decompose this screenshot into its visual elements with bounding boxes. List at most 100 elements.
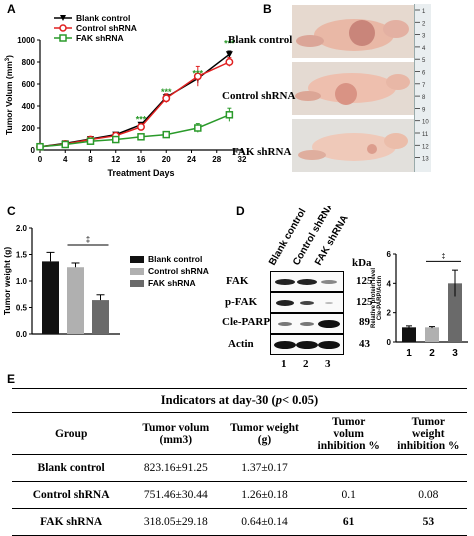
ruler-mark: 12 xyxy=(422,144,429,150)
y-tick-label: 600 xyxy=(22,80,36,89)
mouse-photo-control-shrna xyxy=(292,62,416,115)
band-label-actin: Actin xyxy=(228,338,254,350)
y-tick-label: 1000 xyxy=(17,36,35,45)
ruler-mark: 9 xyxy=(422,107,426,113)
data-point xyxy=(225,58,234,66)
ruler-mark: 5 xyxy=(422,58,426,64)
y-axis-label: Tumor Volum (mm3) xyxy=(4,55,14,135)
blot-p-fak xyxy=(270,292,344,313)
legend-label-2: Control shRNA xyxy=(76,23,137,33)
legend-label-3: FAK shRNA xyxy=(148,278,196,288)
y-tick-label: 2 xyxy=(387,309,392,318)
x-tick-label: 4 xyxy=(63,155,68,164)
mouse-photo-fak-shrna xyxy=(292,119,416,172)
table-row: Blank control 823.16±91.25 1.37±0.17 xyxy=(12,455,467,482)
x-tick-label: 12 xyxy=(111,155,120,164)
significance-marker: ‡ xyxy=(442,253,446,260)
x-tick-label: 32 xyxy=(238,155,247,164)
legend-swatch-1 xyxy=(130,256,144,263)
x-tick-label: 2 xyxy=(429,348,435,359)
blot-actin xyxy=(270,334,344,355)
significance-marker: *** xyxy=(161,87,172,97)
panel-label-a: A xyxy=(7,2,16,16)
x-tick-label: 28 xyxy=(212,155,221,164)
measuring-ruler: 1 2 3 4 5 6 7 8 9 10 11 12 13 xyxy=(414,4,431,172)
table-row: Control shRNA 751.46±30.44 1.26±0.18 0.1… xyxy=(12,482,467,509)
series-line-3 xyxy=(39,114,230,148)
photo-label-fak-shrna: FAK shRNA xyxy=(232,146,292,158)
data-point xyxy=(112,135,120,144)
table-title-row: Indicators at day-30 (p< 0.05) xyxy=(12,388,467,413)
legend-label-3: FAK shRNA xyxy=(76,33,124,43)
blot-fak xyxy=(270,271,344,292)
y-tick-label: 6 xyxy=(387,250,392,259)
x-tick-label: 1 xyxy=(406,348,412,359)
kda-cle-parp: 89 xyxy=(359,316,370,328)
photo-label-control-shrna: Control shRNA xyxy=(222,90,296,102)
x-axis-label: Treatment Days xyxy=(107,168,174,178)
lane-headers: Blank control Control shRNA FAK shRNA xyxy=(267,206,351,268)
row-volume: 823.16±91.25 xyxy=(143,462,208,474)
y-tick-label: 1.0 xyxy=(16,277,28,286)
bar-2 xyxy=(425,327,439,342)
lane-number-3: 3 xyxy=(325,358,331,370)
y-axis-label-line2: Cle-PARP/Actin xyxy=(377,276,383,321)
header-weight: Tumor weight (g) xyxy=(230,421,299,446)
kda-actin: 43 xyxy=(359,338,370,350)
legend-marker xyxy=(59,24,67,32)
y-axis-label-line1: Relative protein level xyxy=(371,268,377,328)
table-title: Indicators at day-30 (p< 0.05) xyxy=(160,393,319,407)
ruler-mark: 7 xyxy=(422,83,426,89)
row-weight-inhibition xyxy=(390,455,467,482)
bar-1 xyxy=(42,261,59,334)
x-tick-label: 24 xyxy=(187,155,196,164)
row-weight-inhibition: 53 xyxy=(422,516,435,528)
data-point xyxy=(162,130,170,139)
data-point xyxy=(61,140,69,149)
y-tick-label: 1.5 xyxy=(16,251,28,260)
data-point xyxy=(137,122,145,131)
y-tick-label: 0.5 xyxy=(16,304,28,313)
table-row: FAK shRNA 318.05±29.18 0.64±0.14 61 53 xyxy=(12,509,467,536)
data-point xyxy=(193,72,202,81)
y-tick-label: 400 xyxy=(22,102,36,111)
data-point xyxy=(225,111,234,119)
mouse-photo-blank-control xyxy=(292,5,416,58)
legend-label-2: Control shRNA xyxy=(148,266,209,276)
lane-number-1: 1 xyxy=(281,358,287,370)
tumor-weight-bar-chart: 0.0 0.5 1.0 1.5 2.0 Tumor weight (g) ‡ Blank co… xyxy=(2,224,209,339)
significance-marker: *** xyxy=(224,38,235,48)
x-tick-label: 0 xyxy=(38,155,43,164)
band-label-cle-parp: Cle-PARP xyxy=(222,316,271,328)
bar-2 xyxy=(67,267,84,334)
lane-number-2: 2 xyxy=(303,358,309,370)
header-group: Group xyxy=(54,427,88,440)
significance-marker: *** xyxy=(136,115,147,125)
row-volume-inhibition: 0.1 xyxy=(341,489,356,501)
row-volume-inhibition: 61 xyxy=(342,516,355,528)
legend-marker xyxy=(60,15,66,21)
legend-swatch-3 xyxy=(130,280,144,287)
row-weight: 0.64±0.14 xyxy=(241,516,288,528)
ruler-mark: 1 xyxy=(422,9,426,15)
data-point xyxy=(137,133,145,141)
ruler-mark: 6 xyxy=(422,71,426,77)
bar-3 xyxy=(448,283,462,342)
x-tick-label: 20 xyxy=(162,155,171,164)
x-tick-label: 3 xyxy=(452,348,458,359)
row-volume: 751.46±30.44 xyxy=(143,489,208,501)
row-volume: 318.05±29.18 xyxy=(143,516,208,528)
bar-1 xyxy=(402,327,416,342)
ruler-mark: 11 xyxy=(422,132,429,138)
y-tick-label: 0 xyxy=(387,338,392,347)
cle-parp-bar-chart: 0 2 4 6 Relative protein level Cle-PARP/Actin… xyxy=(371,250,468,359)
panel-label-e: E xyxy=(7,372,16,386)
panel-label-d: D xyxy=(236,204,245,218)
row-volume-inhibition xyxy=(308,455,390,482)
blot-cle-parp xyxy=(270,313,344,334)
row-group: Blank control xyxy=(37,462,105,474)
data-point xyxy=(194,124,202,132)
ruler-mark: 3 xyxy=(422,34,426,40)
ruler-mark: 13 xyxy=(422,157,429,163)
ruler-mark: 8 xyxy=(422,95,426,101)
